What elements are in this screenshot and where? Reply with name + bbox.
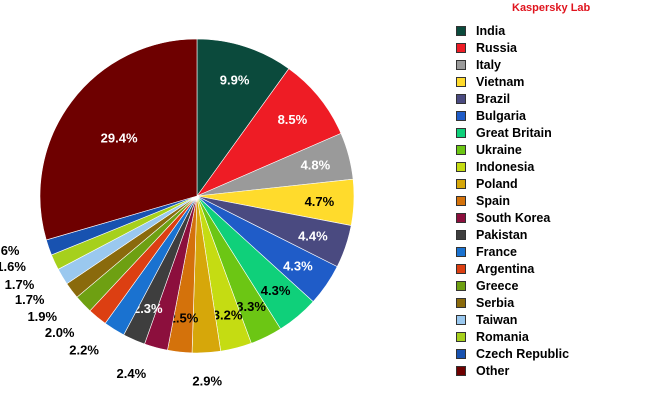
legend-label: Serbia	[476, 295, 515, 310]
legend-label: France	[476, 244, 517, 259]
legend-item-taiwan: Taiwan	[456, 311, 646, 328]
legend-item-greece: Greece	[456, 277, 646, 294]
legend-label: Italy	[476, 57, 502, 72]
legend-label: Taiwan	[476, 312, 518, 327]
legend-swatch	[456, 42, 466, 53]
data-label-france: 2.2%	[69, 342, 99, 357]
pie-slice-other	[39, 38, 198, 241]
legend-label: Other	[476, 363, 510, 378]
legend-swatch	[456, 348, 466, 359]
data-label-bulgaria: 4.3%	[283, 258, 313, 273]
legend-label: Vietnam	[476, 74, 525, 89]
data-label-brazil: 4.4%	[298, 229, 328, 244]
data-label-argentina: 2.0%	[45, 325, 75, 340]
legend-item-india: India	[456, 22, 646, 39]
legend-item-poland: Poland	[456, 175, 646, 192]
legend-item-romania: Romania	[456, 328, 646, 345]
data-label-great-britain: 4.3%	[261, 283, 291, 298]
legend-swatch	[456, 25, 466, 36]
legend-swatch	[456, 161, 466, 172]
data-label-greece: 1.9%	[27, 309, 57, 324]
pie-slice-russia	[196, 68, 342, 197]
legend-item-france: France	[456, 243, 646, 260]
data-label-italy: 4.8%	[301, 158, 331, 173]
legend-item-other: Other	[456, 362, 646, 379]
legend-label: Bulgaria	[476, 108, 527, 123]
legend-label: Indonesia	[476, 159, 535, 174]
legend-item-vietnam: Vietnam	[456, 73, 646, 90]
legend-item-russia: Russia	[456, 39, 646, 56]
legend-swatch	[456, 59, 466, 70]
legend-item-spain: Spain	[456, 192, 646, 209]
legend-label: Spain	[476, 193, 511, 208]
legend-label: Great Britain	[476, 125, 552, 140]
data-label-pakistan: 2.3%	[133, 301, 163, 316]
data-label-india: 9.9%	[220, 73, 250, 88]
brand-label: Kaspersky Lab	[512, 2, 591, 14]
legend-item-brazil: Brazil	[456, 90, 646, 107]
legend-swatch	[456, 93, 466, 104]
pie-slice-india	[196, 38, 290, 197]
legend-item-czech-republic: Czech Republic	[456, 345, 646, 362]
data-label-czech-republic: 1.6%	[0, 243, 20, 258]
data-label-vietnam: 4.7%	[305, 194, 335, 209]
legend-swatch	[456, 144, 466, 155]
legend-swatch	[456, 229, 466, 240]
legend-swatch	[456, 314, 466, 325]
legend-swatch	[456, 212, 466, 223]
legend-label: Romania	[476, 329, 529, 344]
legend-label: Brazil	[476, 91, 511, 106]
data-label-south-korea: 2.4%	[117, 366, 147, 381]
data-label-russia: 8.5%	[278, 112, 308, 127]
legend-item-italy: Italy	[456, 56, 646, 73]
legend-label: Czech Republic	[476, 346, 570, 361]
legend-label: South Korea	[476, 210, 551, 225]
legend-label: Greece	[476, 278, 519, 293]
legend-item-indonesia: Indonesia	[456, 158, 646, 175]
data-label-spain: 2.5%	[169, 311, 199, 326]
legend-swatch	[456, 195, 466, 206]
legend-swatch	[456, 263, 466, 274]
legend-item-bulgaria: Bulgaria	[456, 107, 646, 124]
data-label-ukraine: 3.3%	[236, 299, 266, 314]
legend-label: Ukraine	[476, 142, 522, 157]
legend-swatch	[456, 280, 466, 291]
legend-item-south-korea: South Korea	[456, 209, 646, 226]
legend-label: India	[476, 23, 506, 38]
legend-swatch	[456, 110, 466, 121]
legend-item-pakistan: Pakistan	[456, 226, 646, 243]
data-label-taiwan: 1.7%	[5, 277, 35, 292]
legend-item-argentina: Argentina	[456, 260, 646, 277]
legend-swatch	[456, 127, 466, 138]
legend-swatch	[456, 178, 466, 189]
data-label-indonesia: 3.2%	[213, 308, 243, 323]
legend: India Russia Italy Vietnam Brazil Bulgaria Gre…	[456, 22, 646, 379]
legend-label: Poland	[476, 176, 518, 191]
legend-label: Argentina	[476, 261, 535, 276]
legend-label: Pakistan	[476, 227, 528, 242]
legend-item-ukraine: Ukraine	[456, 141, 646, 158]
legend-swatch	[456, 297, 466, 308]
data-label-serbia: 1.7%	[15, 292, 45, 307]
legend-item-great-britain: Great Britain	[456, 124, 646, 141]
data-label-poland: 2.9%	[192, 374, 222, 389]
legend-item-serbia: Serbia	[456, 294, 646, 311]
legend-swatch	[456, 246, 466, 257]
legend-swatch	[456, 76, 466, 87]
legend-swatch	[456, 331, 466, 342]
data-label-other: 29.4%	[101, 131, 138, 146]
data-label-romania: 1.6%	[0, 259, 26, 274]
legend-swatch	[456, 365, 466, 376]
legend-label: Russia	[476, 40, 517, 55]
